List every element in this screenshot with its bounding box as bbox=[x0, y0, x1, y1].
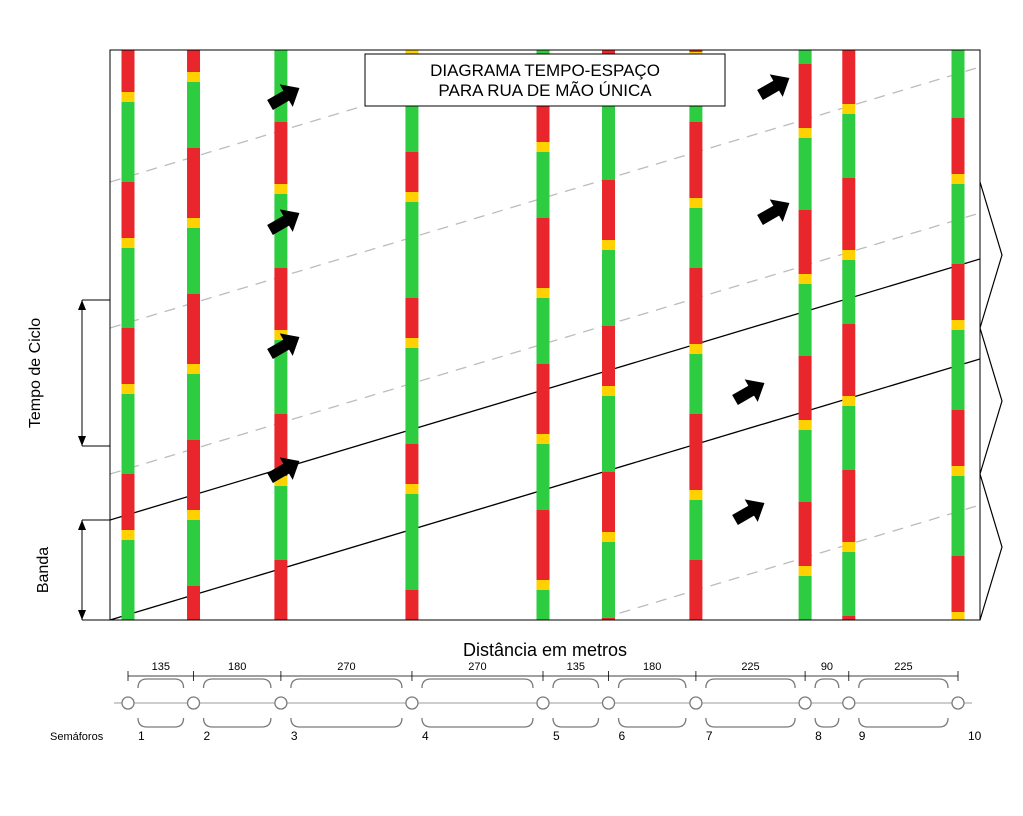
title-line1: DIAGRAMA TEMPO-ESPAÇO bbox=[430, 61, 660, 80]
y-label-cycle: Tempo de Ciclo bbox=[27, 318, 44, 428]
semaphore-number: 5 bbox=[553, 729, 560, 743]
semaphore-number: 4 bbox=[422, 729, 429, 743]
road-schematic: 135 180 270 270 135 180 225 90 225 1 2 3 4 5 6 7 8 9 10 Sem… bbox=[50, 661, 982, 743]
distance-label: 225 bbox=[741, 661, 759, 673]
semaphores-label: Semáforos bbox=[50, 731, 104, 743]
semaphore-number: 8 bbox=[815, 729, 822, 743]
distance-label: 180 bbox=[643, 661, 661, 673]
distance-label: 225 bbox=[894, 661, 912, 673]
distance-label: 135 bbox=[152, 661, 170, 673]
x-axis-label: Distância em metros bbox=[463, 640, 627, 660]
distance-label: 270 bbox=[337, 661, 355, 673]
distance-label: 135 bbox=[567, 661, 585, 673]
distance-label: 270 bbox=[468, 661, 486, 673]
semaphore-number: 10 bbox=[968, 729, 982, 743]
distance-label: 90 bbox=[821, 661, 833, 673]
semaphore-number: 3 bbox=[291, 729, 298, 743]
semaphore-number: 6 bbox=[619, 729, 626, 743]
distance-label: 180 bbox=[228, 661, 246, 673]
semaphore-number: 2 bbox=[204, 729, 211, 743]
y-label-band: Banda bbox=[35, 547, 52, 593]
semaphore-number: 9 bbox=[859, 729, 866, 743]
title-line2: PARA RUA DE MÃO ÚNICA bbox=[438, 81, 652, 100]
semaphore-number: 1 bbox=[138, 729, 145, 743]
semaphore-number: 7 bbox=[706, 729, 713, 743]
